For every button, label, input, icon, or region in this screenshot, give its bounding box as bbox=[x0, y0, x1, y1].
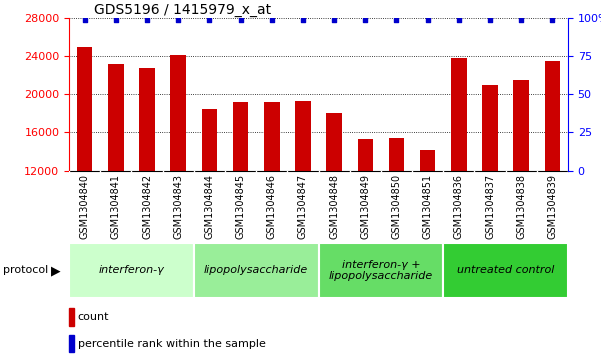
Text: GSM1304842: GSM1304842 bbox=[142, 174, 152, 240]
Bar bbox=[69, 243, 194, 298]
Point bbox=[174, 17, 183, 23]
Text: GSM1304846: GSM1304846 bbox=[267, 174, 277, 240]
Bar bbox=[201, 109, 217, 171]
Bar bbox=[326, 113, 342, 171]
Text: GSM1304844: GSM1304844 bbox=[204, 174, 215, 240]
Point bbox=[111, 17, 121, 23]
Bar bbox=[108, 64, 124, 171]
Point bbox=[548, 17, 557, 23]
Text: GSM1304841: GSM1304841 bbox=[111, 174, 121, 240]
Bar bbox=[319, 243, 443, 298]
Text: interferon-γ +
lipopolysaccharide: interferon-γ + lipopolysaccharide bbox=[329, 260, 433, 281]
Bar bbox=[482, 85, 498, 171]
Text: protocol: protocol bbox=[3, 265, 48, 276]
Text: GSM1304838: GSM1304838 bbox=[516, 174, 526, 240]
Text: GSM1304851: GSM1304851 bbox=[423, 174, 433, 240]
Bar bbox=[171, 55, 186, 171]
Bar bbox=[194, 243, 319, 298]
Bar bbox=[77, 47, 93, 171]
Point bbox=[204, 17, 214, 23]
Text: GSM1304839: GSM1304839 bbox=[548, 174, 557, 240]
Point bbox=[80, 17, 90, 23]
Bar bbox=[69, 308, 73, 326]
Bar bbox=[233, 102, 248, 171]
Point bbox=[423, 17, 433, 23]
Text: interferon-γ: interferon-γ bbox=[99, 265, 164, 276]
Point bbox=[267, 17, 276, 23]
Bar bbox=[443, 243, 568, 298]
Text: GSM1304850: GSM1304850 bbox=[391, 174, 401, 240]
Point bbox=[142, 17, 152, 23]
Point bbox=[516, 17, 526, 23]
Text: GSM1304837: GSM1304837 bbox=[485, 174, 495, 240]
Point bbox=[329, 17, 339, 23]
Bar bbox=[69, 335, 73, 352]
Text: GSM1304848: GSM1304848 bbox=[329, 174, 339, 240]
Text: GSM1304843: GSM1304843 bbox=[173, 174, 183, 240]
Text: percentile rank within the sample: percentile rank within the sample bbox=[78, 339, 266, 349]
Bar bbox=[295, 101, 311, 171]
Bar bbox=[420, 150, 436, 171]
Text: GSM1304847: GSM1304847 bbox=[298, 174, 308, 240]
Bar bbox=[513, 80, 529, 171]
Bar bbox=[139, 68, 155, 171]
Point bbox=[392, 17, 401, 23]
Text: GSM1304840: GSM1304840 bbox=[80, 174, 90, 240]
Bar bbox=[451, 58, 466, 171]
Text: untreated control: untreated control bbox=[457, 265, 554, 276]
Text: ▶: ▶ bbox=[51, 264, 61, 277]
Point bbox=[361, 17, 370, 23]
Bar bbox=[264, 102, 279, 171]
Text: lipopolysaccharide: lipopolysaccharide bbox=[204, 265, 308, 276]
Bar bbox=[545, 61, 560, 171]
Point bbox=[454, 17, 463, 23]
Text: count: count bbox=[78, 312, 109, 322]
Point bbox=[298, 17, 308, 23]
Text: GSM1304849: GSM1304849 bbox=[360, 174, 370, 240]
Text: GSM1304845: GSM1304845 bbox=[236, 174, 246, 240]
Bar bbox=[389, 138, 404, 171]
Bar bbox=[358, 139, 373, 171]
Text: GDS5196 / 1415979_x_at: GDS5196 / 1415979_x_at bbox=[94, 3, 271, 17]
Point bbox=[236, 17, 245, 23]
Text: GSM1304836: GSM1304836 bbox=[454, 174, 464, 240]
Point bbox=[485, 17, 495, 23]
